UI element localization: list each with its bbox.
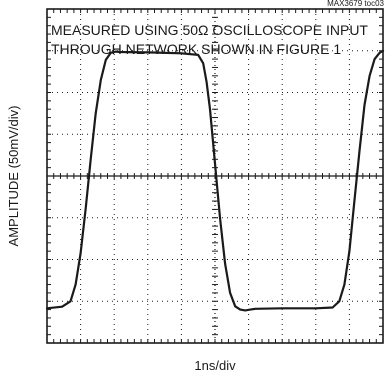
graticule [46, 8, 384, 344]
waveform-trace [45, 49, 385, 312]
x-axis-label: 1ns/div [194, 358, 236, 373]
annotation-line-1: MEASURED USING 50Ω OSCILLOSCOPE INPUT [51, 22, 368, 38]
chart-id-label: MAX3679 toc03 [327, 0, 384, 8]
plot-frame [46, 8, 384, 344]
y-axis-label: AMPLITUDE (50mV/div) [6, 106, 21, 247]
